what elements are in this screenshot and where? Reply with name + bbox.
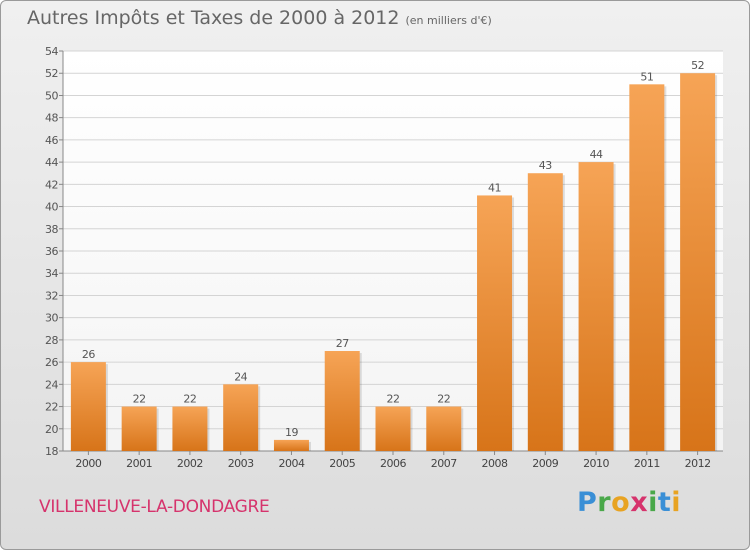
chart-subtitle: (en milliers d'€) [405,14,492,27]
data-label: 22 [133,393,146,406]
x-tick-label: 2011 [634,457,660,470]
y-tick-label: 44 [45,156,58,169]
data-label: 52 [691,59,704,72]
x-tick-label: 2008 [482,457,508,470]
y-tick-label: 32 [45,289,58,302]
data-label: 22 [437,393,450,406]
x-tick-label: 2012 [685,457,711,470]
y-tick-label: 28 [45,334,58,347]
y-tick-label: 54 [45,45,58,58]
y-tick-label: 52 [45,67,58,80]
x-tick-label: 2006 [380,457,406,470]
logo-letter: P [577,487,598,518]
x-tick-label: 2010 [583,457,609,470]
y-tick-label: 30 [45,312,58,325]
logo-letter: x [630,487,649,518]
bar [629,84,665,451]
bar [172,406,208,451]
y-tick-label: 24 [45,378,58,391]
bar [273,439,309,451]
y-tick-label: 48 [45,112,58,125]
y-tick-label: 34 [45,267,58,280]
y-tick-label: 26 [45,356,58,369]
y-tick-label: 38 [45,223,58,236]
logo-letter: i [671,487,682,518]
data-label: 27 [336,337,349,350]
data-label: 24 [234,370,247,383]
data-label: 19 [285,426,298,439]
chart-title-text: Autres Impôts et Taxes de 2000 à 2012 [27,7,400,29]
chart-title: Autres Impôts et Taxes de 2000 à 2012 (en… [27,7,492,29]
y-tick-label: 20 [45,423,58,436]
x-tick-label: 2005 [329,457,355,470]
bar [527,173,563,451]
data-label: 44 [590,148,603,161]
bar [223,384,259,451]
x-tick-label: 2000 [75,457,101,470]
logo-letter: o [611,487,631,518]
y-tick-label: 40 [45,201,58,214]
y-tick-label: 18 [45,445,58,458]
y-tick-label: 50 [45,89,58,102]
data-label: 22 [387,393,400,406]
bar [121,406,157,451]
bar [426,406,462,451]
y-tick-label: 42 [45,178,58,191]
data-label: 43 [539,159,552,172]
x-tick-label: 2004 [278,457,304,470]
logo-letter: t [657,487,672,518]
bar [70,362,106,451]
bar [578,162,614,451]
x-tick-label: 2003 [228,457,254,470]
logo-letter: r [597,487,612,518]
data-label: 22 [183,393,196,406]
y-tick-label: 36 [45,245,58,258]
logo-letter: i [648,487,658,518]
x-tick-label: 2009 [532,457,558,470]
bar [375,406,411,451]
bar [324,351,360,451]
data-label: 41 [488,181,501,194]
x-tick-label: 2007 [431,457,457,470]
x-tick-label: 2002 [177,457,203,470]
proxiti-logo: Proxiti [577,487,681,518]
commune-name: VILLENEUVE-LA-DONDAGRE [39,497,270,517]
y-tick-label: 22 [45,401,58,414]
data-label: 51 [640,70,653,83]
bar [680,73,716,451]
y-tick-label: 46 [45,134,58,147]
x-tick-label: 2001 [126,457,152,470]
plot-area: 18 20 22 24 26 28 30 32 34 36 38 40 42 44 46 48 50 52 54 26… [45,45,723,470]
bar [477,195,513,451]
data-label: 26 [82,348,95,361]
